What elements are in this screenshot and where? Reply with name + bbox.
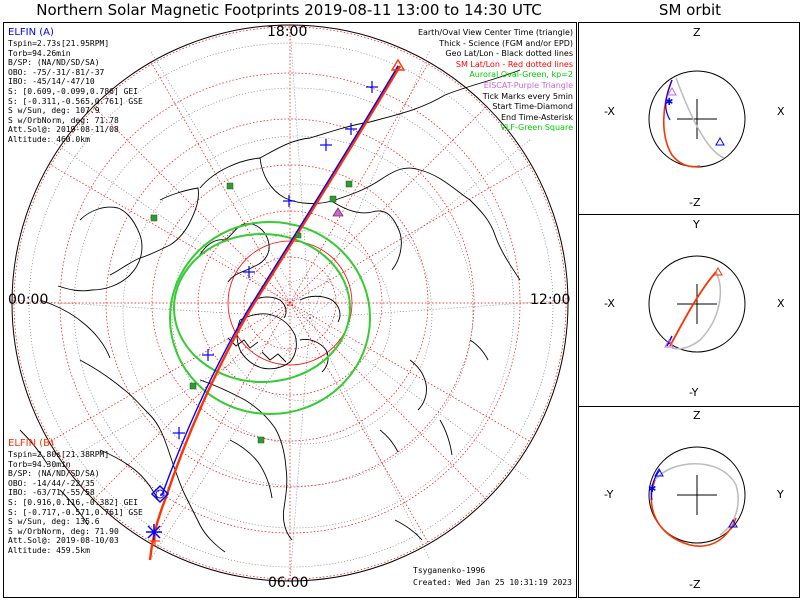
orbit-panel-title: SM orbit	[658, 1, 722, 19]
coastlines	[19, 69, 521, 553]
elfin-a-line: Torb=94.26min	[8, 48, 71, 58]
elfin-b-line: S: [-0.717,-0.571,0.761] GSE	[8, 507, 143, 517]
legend-entry: Tick Marks every 5min	[482, 91, 573, 101]
elfin-b-track	[148, 65, 402, 561]
yz-label-left: -Y	[604, 488, 614, 501]
xz-label-bottom: -Z	[689, 196, 701, 209]
eiscat-triangle	[332, 207, 344, 217]
yz-label-bottom: -Z	[689, 578, 701, 591]
yz-label-right: Y	[777, 488, 784, 501]
elfin-b-line: IBO: -63/71/-55/58	[8, 488, 95, 498]
elfin-b-line: B/SP: (NA/ND/SD/SA)	[8, 469, 100, 479]
elfin-a-line: Att.Sol@: 2019-08-11/08	[8, 125, 119, 135]
elfin-b-info: ELFIN (B) Tspin=2.80s[21.38RPM] Torb=94.…	[8, 438, 143, 556]
elfin-a-end-asterisk	[146, 524, 162, 540]
elfin-b-line: Altitude: 459.5km	[8, 545, 90, 555]
orbit-panel-xy	[648, 255, 746, 353]
svg-text:✱: ✱	[665, 97, 673, 108]
elfin-a-line: IBO: -45/14/-47/10	[8, 77, 95, 87]
xy-label-left: -X	[604, 297, 615, 310]
xy-label-bottom: -Y	[689, 386, 699, 399]
legend-entry: VLF-Green Square	[500, 123, 573, 133]
map-frame	[3, 22, 577, 598]
legend-entry: Auroral Oval-Green, kp=2	[469, 70, 573, 80]
legend-entry: EISCAT-Purple Triangle	[483, 80, 573, 90]
legend-entry: Thick - Science (FGM and/or EPD)	[439, 38, 573, 48]
xy-label-top: Y	[693, 218, 700, 231]
elfin-a-line: S: [0.609,-0.099,0.786] GEI	[8, 86, 139, 96]
time-label-bottom: 06:00	[268, 575, 309, 591]
xz-label-right: X	[777, 105, 785, 118]
elfin-b-line: S: [0.916,0.116,-0.382] GEI	[8, 497, 139, 507]
legend-entry: Earth/Oval View Center Time (triangle)	[417, 28, 573, 37]
elfin-a-line: Tspin=2.73s[21.95RPM]	[8, 39, 110, 48]
time-label-right: 12:00	[530, 292, 571, 308]
elfin-a-line: OBO: -75/-31/-81/-37	[8, 67, 105, 77]
legend-entry: Geo Lat/Lon - Black dotted lines	[445, 49, 573, 59]
auroral-oval	[169, 221, 371, 415]
time-label-top: 18:00	[267, 24, 308, 40]
svg-text:✱: ✱	[648, 484, 656, 495]
elfin-a-line: Altitude: 460.0km	[8, 134, 90, 144]
elfin-b-name: ELFIN (B)	[8, 438, 54, 449]
plot-title: Northern Solar Magnetic Footprints 2019-…	[36, 1, 542, 19]
elfin-b-line: S w/Sun, deg: 135.6	[8, 517, 100, 527]
elfin-a-info: ELFIN (A) Tspin=2.73s[21.95RPM] Torb=94.…	[8, 27, 143, 145]
legend-entry: SM Lat/Lon - Red dotted lines	[455, 59, 573, 69]
sm-lon-grid	[12, 25, 568, 581]
elfin-a-line: S: [-0.311,-0.565,0.761] GSE	[8, 96, 143, 106]
legend-entry: Start Time-Diamond	[492, 102, 573, 112]
elfin-a-ticks	[173, 81, 378, 439]
xz-label-left: -X	[604, 105, 615, 118]
elfin-a-line: S w/Sun, deg: 107.9	[8, 106, 100, 116]
xy-label-right: X	[777, 297, 785, 310]
elfin-a-track	[160, 65, 399, 496]
footer-created: Created: Wed Jan 25 10:31:19 2023	[413, 578, 572, 587]
xz-label-top: Z	[693, 26, 701, 39]
elfin-b-line: Torb=94.30min	[8, 459, 71, 469]
time-label-left: 00:00	[8, 292, 49, 308]
view-center-triangle	[390, 58, 406, 71]
elfin-b-line: Att.Sol@: 2019-08-10/03	[8, 536, 119, 546]
elfin-a-line: S w/OrbNorm, deg: 71.78	[8, 115, 119, 125]
elfin-b-line: Tspin=2.80s[21.38RPM]	[8, 450, 110, 459]
elfin-b-line: OBO: -14/44/-22/35	[8, 478, 95, 488]
elfin-b-end-asterisk	[150, 536, 160, 546]
legend: Earth/Oval View Center Time (triangle) T…	[418, 28, 573, 134]
footer-model: Tsyganenko-1996	[413, 566, 486, 575]
elfin-a-name: ELFIN (A)	[8, 27, 54, 38]
elfin-a-start-diamond	[150, 484, 170, 504]
orbit-panel-yz: ✱	[648, 446, 746, 547]
elfin-b-line: S w/OrbNorm, deg: 71.90	[8, 526, 119, 536]
vlf-squares	[150, 180, 353, 444]
legend-entry: End Time-Asterisk	[500, 112, 573, 122]
elfin-a-line: B/SP: (NA/ND/SD/SA)	[8, 58, 100, 68]
yz-label-top: Z	[693, 409, 701, 422]
orbit-panel-xz: ✱	[648, 70, 746, 168]
